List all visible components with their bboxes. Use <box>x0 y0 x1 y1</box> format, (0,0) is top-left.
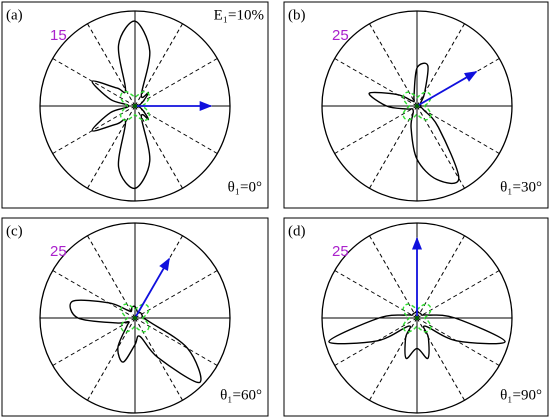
spoke <box>52 317 136 366</box>
panel: (c) 25 θ₁=60° <box>1 217 269 417</box>
field-arrow <box>416 71 478 107</box>
rmax-label: 25 <box>50 243 67 260</box>
outer-circle <box>39 222 231 414</box>
polar-curve <box>91 20 151 190</box>
angle-label: θ₁=30° <box>500 179 542 195</box>
origin-dot <box>415 104 419 108</box>
panel-label: (a) <box>6 7 23 23</box>
origin-dot <box>133 316 137 320</box>
annotation: E₁=10% <box>214 7 264 23</box>
spoke <box>87 23 136 107</box>
panel-frame <box>283 1 549 209</box>
field-arrow <box>134 257 170 319</box>
spoke <box>334 270 418 319</box>
spoke <box>416 270 500 319</box>
spoke <box>416 105 465 189</box>
spoke <box>87 317 136 401</box>
rmax-label: 15 <box>50 27 67 44</box>
polar-curve <box>328 309 506 360</box>
spoke <box>52 105 136 154</box>
polar-curve <box>69 299 202 384</box>
polar-curve <box>368 62 460 185</box>
outer-circle <box>39 10 231 202</box>
outer-circle <box>321 10 513 202</box>
spoke <box>334 317 418 366</box>
spoke <box>416 235 465 319</box>
spoke <box>87 235 136 319</box>
spoke <box>416 317 465 401</box>
angle-label: θ₁=0° <box>228 179 262 195</box>
origin-dot <box>133 104 137 108</box>
rmax-label: 25 <box>332 27 349 44</box>
panel-label: (b) <box>288 7 306 23</box>
spoke <box>134 105 218 154</box>
spoke <box>369 317 418 401</box>
panel-label: (c) <box>6 223 23 239</box>
spoke <box>416 105 500 154</box>
polar-curve <box>402 303 432 333</box>
spoke <box>134 317 218 366</box>
panel-frame <box>1 1 269 209</box>
panel-frame <box>1 217 269 417</box>
spoke <box>369 235 418 319</box>
spoke <box>52 58 136 107</box>
panel: (b) 25 θ₁=30° <box>283 1 549 209</box>
spoke <box>134 58 218 107</box>
spoke <box>369 105 418 189</box>
spoke <box>134 270 218 319</box>
panel: (d) 25 θ₁=90° <box>283 217 549 417</box>
polar-curve <box>119 90 151 122</box>
rmax-label: 25 <box>332 243 349 260</box>
panel-frame <box>283 217 549 417</box>
outer-circle <box>321 222 513 414</box>
spoke <box>334 58 418 107</box>
spoke <box>87 105 136 189</box>
spoke <box>334 105 418 154</box>
panel: (a) 15 E₁=10% θ₁=0° <box>1 1 269 209</box>
spoke <box>134 105 183 189</box>
angle-label: θ₁=60° <box>220 387 262 403</box>
panel-label: (d) <box>288 223 306 239</box>
spoke <box>134 317 183 401</box>
spoke <box>52 270 136 319</box>
polar-curve <box>402 91 432 121</box>
origin-dot <box>415 316 419 320</box>
angle-label: θ₁=90° <box>500 387 542 403</box>
